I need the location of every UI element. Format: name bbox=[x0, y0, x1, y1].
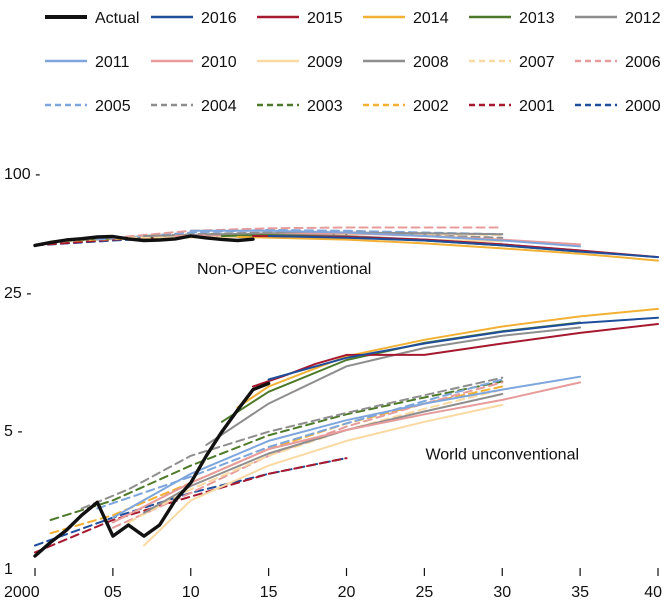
series-line-actual-unconv bbox=[33, 381, 271, 558]
legend-item: 2005 bbox=[45, 98, 131, 115]
legend-item: 2002 bbox=[363, 98, 449, 115]
legend-item: 2001 bbox=[469, 98, 555, 115]
series-line-2003-unconv bbox=[49, 380, 504, 521]
legend-label: 2003 bbox=[307, 98, 343, 115]
series-line-2015-unconv bbox=[252, 323, 659, 388]
series-line-2011-nonopec bbox=[189, 229, 582, 248]
series-line-actual-nonopec bbox=[33, 234, 255, 248]
legend-label: 2005 bbox=[95, 98, 131, 115]
legend-label: 2007 bbox=[519, 54, 555, 71]
legend-item: 2007 bbox=[469, 54, 555, 71]
legend-item: 2009 bbox=[257, 54, 343, 71]
series-line-2011-unconv bbox=[111, 375, 582, 519]
series-line-2004-unconv bbox=[80, 376, 504, 510]
x-tick-label: 30 bbox=[493, 584, 511, 601]
legend-label: 2009 bbox=[307, 54, 343, 71]
y-tick-label: 1 bbox=[4, 561, 13, 578]
legend-item: 2012 bbox=[575, 10, 661, 27]
y-tick-label: 5 - bbox=[4, 423, 23, 440]
series-line-2014-nonopec bbox=[236, 235, 659, 262]
legend-item: 2004 bbox=[151, 98, 237, 115]
legend-label: 2014 bbox=[413, 10, 449, 27]
legend-label: 2004 bbox=[201, 98, 237, 115]
annotation-label: Non-OPEC conventional bbox=[197, 261, 371, 278]
legend-item: 2006 bbox=[575, 54, 661, 71]
x-tick-label: 40 bbox=[644, 584, 662, 601]
legend-label: 2016 bbox=[201, 10, 237, 27]
series-line-2016-unconv bbox=[267, 316, 659, 381]
x-tick-label: 2000 bbox=[4, 584, 40, 601]
legend-label: 2010 bbox=[201, 54, 237, 71]
x-tick-label: 10 bbox=[182, 584, 200, 601]
x-tick-label: 15 bbox=[260, 584, 278, 601]
legend-item: 2003 bbox=[257, 98, 343, 115]
legend-item: 2014 bbox=[363, 10, 449, 27]
legend-item: 2016 bbox=[151, 10, 237, 27]
series-line-2001-unconv bbox=[34, 457, 348, 554]
y-axis: 100 - 25 - 5 - 1 bbox=[4, 166, 40, 578]
legend-item: 2010 bbox=[151, 54, 237, 71]
series-line-2014-unconv bbox=[236, 307, 659, 409]
legend-label: Actual bbox=[95, 10, 139, 27]
legend-item: Actual bbox=[45, 10, 139, 27]
legend-label: 2012 bbox=[625, 10, 661, 27]
legend-label: 2011 bbox=[95, 54, 130, 71]
legend-label: 2000 bbox=[625, 98, 661, 115]
legend-label: 2006 bbox=[625, 54, 661, 71]
x-tick-label: 25 bbox=[415, 584, 433, 601]
legend-label: 2002 bbox=[413, 98, 449, 115]
x-tick-label: 35 bbox=[571, 584, 589, 601]
series-line-2012-unconv bbox=[205, 326, 582, 446]
legend-item: 2000 bbox=[575, 98, 661, 115]
annotation-label: World unconventional bbox=[425, 446, 579, 463]
annotations: Non-OPEC conventional World unconventiona… bbox=[197, 261, 579, 463]
x-tick-label: 05 bbox=[104, 584, 122, 601]
legend-item: 2015 bbox=[257, 10, 343, 27]
x-tick-label: 20 bbox=[338, 584, 356, 601]
series-line-2006-nonopec bbox=[111, 226, 504, 239]
series-line-2009-unconv bbox=[143, 403, 504, 547]
legend-item: 2013 bbox=[469, 10, 555, 27]
legend-label: 2001 bbox=[519, 98, 555, 115]
legend-item: 2008 bbox=[363, 54, 449, 71]
series-line-2016-nonopec bbox=[267, 235, 659, 259]
legend-item: 2011 bbox=[45, 54, 130, 71]
y-tick-label: 25 - bbox=[4, 285, 32, 302]
legend-label: 2008 bbox=[413, 54, 449, 71]
x-axis: 2000 05 10 15 20 25 30 35 40 bbox=[4, 568, 662, 601]
legend-label: 2013 bbox=[519, 10, 555, 27]
series-layer bbox=[33, 226, 659, 558]
chart-legend: Actual 2016 2015 2014 2013 2012 2011 2010 2009 20… bbox=[45, 10, 661, 115]
legend-label: 2015 bbox=[307, 10, 343, 27]
y-tick-label: 100 - bbox=[4, 166, 40, 183]
